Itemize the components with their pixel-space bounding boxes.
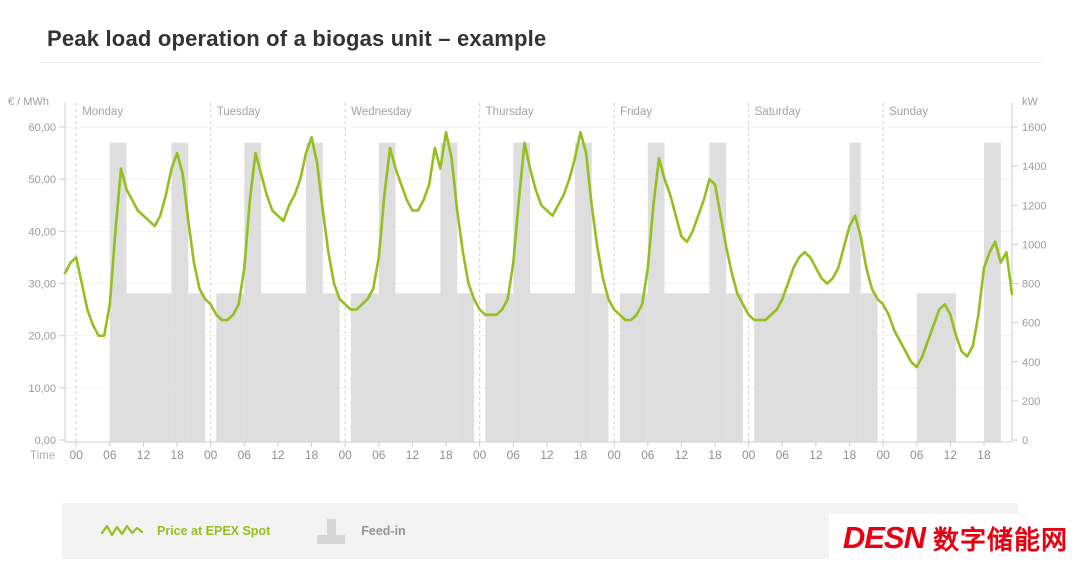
x-tick-label: 00 — [742, 448, 756, 462]
y-axis-label-left: 40,00 — [28, 226, 56, 238]
feedin-bar-icon — [317, 519, 346, 544]
x-tick-label: 12 — [271, 448, 285, 462]
right-axis-title: kW — [1022, 96, 1039, 108]
feedin-bar — [574, 142, 592, 442]
x-tick-label: 06 — [507, 448, 521, 462]
feedin-bar — [261, 293, 306, 442]
feedin-bar — [591, 293, 609, 442]
x-tick-label: 12 — [809, 448, 823, 462]
feedin-bar — [709, 142, 727, 442]
feedin-bar — [109, 142, 127, 442]
day-label: Friday — [620, 106, 652, 118]
x-tick-label: 06 — [103, 448, 117, 462]
y-axis-label-right: 800 — [1022, 279, 1040, 291]
y-axis-label-left: 50,00 — [28, 174, 56, 186]
price-line — [63, 130, 1014, 369]
feedin-bar — [849, 142, 861, 442]
legend-label-feedin: Feed-in — [361, 524, 406, 538]
feedin-bar — [378, 142, 396, 442]
x-tick-label: 12 — [137, 448, 151, 462]
x-tick-label: 00 — [338, 448, 352, 462]
x-tick-label: 00 — [473, 448, 487, 462]
time-axis-title: Time — [30, 450, 55, 462]
day-label: Sunday — [889, 106, 928, 118]
logo-latin: DESN — [842, 520, 926, 555]
x-tick-label: 18 — [843, 448, 857, 462]
legend-item-feedin: Feed-in — [314, 516, 406, 546]
feedin-bar — [244, 142, 262, 442]
left-axis-title: € / MWh — [8, 96, 49, 108]
x-tick-label: 06 — [238, 448, 252, 462]
x-tick-label: 18 — [439, 448, 453, 462]
feedin-bar — [395, 293, 441, 442]
x-tick-label: 00 — [607, 448, 621, 462]
y-axis-label-right: 0 — [1022, 435, 1028, 447]
y-axis-label-right: 1600 — [1022, 122, 1046, 134]
feedin-bar — [457, 293, 474, 442]
legend-label-price: Price at EPEX Spot — [157, 524, 271, 538]
legend-item-price: Price at EPEX Spot — [100, 520, 270, 542]
price-line-icon — [100, 524, 144, 537]
feedin-bar — [126, 293, 172, 442]
day-label: Saturday — [755, 106, 801, 118]
y-axis-label-left: 20,00 — [28, 331, 56, 343]
y-axis-label-left: 10,00 — [28, 383, 56, 395]
x-tick-label: 18 — [305, 448, 319, 462]
x-tick-label: 18 — [170, 448, 184, 462]
y-axis-label-right: 1400 — [1022, 161, 1046, 173]
feedin-bar — [619, 293, 648, 442]
y-axis-label-right: 1200 — [1022, 200, 1046, 212]
logo-cjk: 数字储能网 — [932, 524, 1068, 555]
x-tick-label: 18 — [574, 448, 588, 462]
logo: DESN 数字储能网 — [828, 514, 1068, 562]
feedin-bar — [322, 293, 340, 442]
x-tick-label: 06 — [372, 448, 386, 462]
feedin-bar — [188, 293, 206, 442]
feedin-bar — [171, 142, 189, 442]
y-axis-label-right: 600 — [1022, 318, 1040, 330]
y-axis-label-left: 60,00 — [28, 122, 56, 134]
x-tick-label: 00 — [876, 448, 890, 462]
x-tick-label: 06 — [641, 448, 655, 462]
y-axis-label-left: 30,00 — [28, 279, 56, 291]
x-tick-label: 12 — [406, 448, 420, 462]
x-tick-label: 06 — [910, 448, 924, 462]
feedin-bar — [513, 142, 531, 442]
day-label: Monday — [82, 106, 123, 118]
feedin-bar — [726, 293, 743, 442]
y-axis-label-left: 0,00 — [35, 435, 56, 447]
feedin-bar — [350, 293, 379, 442]
y-axis-label-right: 1000 — [1022, 239, 1046, 251]
feedin-bar — [485, 293, 514, 442]
feedin-bar — [216, 293, 245, 442]
y-axis-label-right: 400 — [1022, 357, 1040, 369]
feedin-bar — [664, 293, 710, 442]
x-tick-label: 12 — [675, 448, 689, 462]
header: Peak load operation of a biogas unit – e… — [40, 0, 1042, 63]
x-tick-label: 06 — [776, 448, 790, 462]
day-label: Wednesday — [351, 106, 412, 118]
feedin-bar — [440, 142, 458, 442]
x-tick-label: 12 — [540, 448, 554, 462]
x-tick-label: 00 — [204, 448, 218, 462]
x-tick-label: 12 — [944, 448, 958, 462]
day-label: Tuesday — [217, 106, 261, 118]
feedin-bar — [984, 142, 1001, 442]
feedin-bar — [754, 293, 850, 442]
feedin-bar — [860, 293, 878, 442]
feedin-bar — [530, 293, 575, 442]
y-axis-label-right: 200 — [1022, 396, 1040, 408]
x-tick-label: 00 — [70, 448, 84, 462]
feedin-bar — [306, 142, 323, 442]
x-tick-label: 18 — [708, 448, 722, 462]
day-label: Thursday — [486, 106, 534, 118]
x-tick-label: 18 — [977, 448, 991, 462]
page-title: Peak load operation of a biogas unit – e… — [47, 26, 547, 51]
